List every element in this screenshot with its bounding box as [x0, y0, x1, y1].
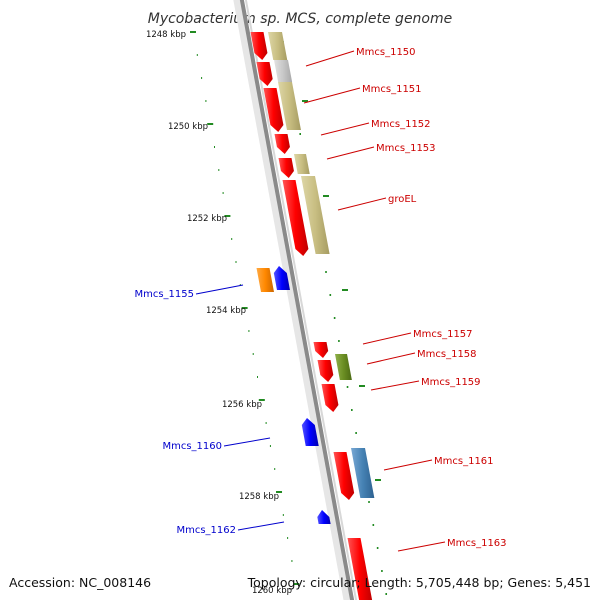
kbp-label-1250: 1250 kbp: [168, 122, 208, 132]
label-leader-line: [383, 459, 433, 471]
cds-forward: [263, 88, 284, 132]
cds-forward: [256, 62, 273, 86]
kbp-label-1252: 1252 kbp: [187, 214, 227, 224]
misc-feature: [278, 82, 301, 130]
cds-reverse: [301, 418, 319, 446]
gene-label-mmcs-1158[interactable]: Mmcs_1158: [417, 349, 477, 360]
cds-forward: [278, 158, 294, 178]
gene-label-mmcs-1151[interactable]: Mmcs_1151: [362, 84, 422, 95]
label-leader-line: [337, 197, 387, 211]
cds-forward: [347, 538, 373, 600]
gene-features: [250, 32, 375, 600]
label-leader-line: [362, 332, 412, 345]
genome-backbone: [233, 0, 358, 600]
accession-text: Accession: NC_008146: [9, 575, 151, 590]
misc-feature: [335, 354, 352, 380]
cds-forward: [333, 452, 355, 500]
cds-forward: [313, 342, 329, 358]
kbp-label-1254: 1254 kbp: [206, 306, 246, 316]
cds-forward: [282, 180, 309, 256]
gene-label-mmcs-1152[interactable]: Mmcs_1152: [371, 119, 431, 130]
gene-label-mmcs-1162[interactable]: Mmcs_1162: [176, 525, 236, 536]
label-leader-line: [366, 352, 416, 365]
label-leader-line: [237, 521, 285, 531]
cds-forward: [274, 134, 290, 154]
cds-reverse: [317, 510, 331, 524]
gene-label-mmcs-1155[interactable]: Mmcs_1155: [134, 289, 194, 300]
gene-label-mmcs-1153[interactable]: Mmcs_1153: [376, 143, 436, 154]
kbp-label-1248: 1248 kbp: [146, 30, 186, 40]
gene-label-groel[interactable]: groEL: [388, 194, 417, 205]
map-title: Mycobacterium sp. MCS, complete genome: [148, 11, 453, 27]
gene-label-mmcs-1150[interactable]: Mmcs_1150: [356, 47, 416, 58]
backbone-highlight: [244, 0, 358, 600]
gene-label-mmcs-1161[interactable]: Mmcs_1161: [434, 456, 494, 467]
misc-feature: [294, 154, 310, 174]
misc-feature: [351, 448, 375, 498]
kbp-label-1260: 1260 kbp: [252, 586, 292, 596]
label-leader-line: [223, 437, 271, 447]
backbone-shadow: [233, 0, 353, 600]
gene-label-mmcs-1157[interactable]: Mmcs_1157: [413, 329, 473, 340]
misc-feature: [301, 176, 330, 254]
label-leader-line: [370, 380, 420, 391]
gene-label-mmcs-1159[interactable]: Mmcs_1159: [421, 377, 481, 388]
backbone-line: [239, 0, 355, 600]
misc-feature: [268, 32, 288, 60]
cds-forward: [250, 32, 268, 60]
kbp-label-1258: 1258 kbp: [239, 492, 279, 502]
cds-reverse: [273, 266, 290, 290]
genome-summary-text: Topology: circular; Length: 5,705,448 bp…: [247, 575, 591, 590]
kbp-label-1256: 1256 kbp: [222, 400, 262, 410]
label-leader-line: [195, 284, 244, 295]
label-leader-line: [303, 87, 361, 104]
label-leaders: [195, 50, 446, 552]
misc-feature: [256, 268, 274, 292]
label-leader-line: [397, 541, 446, 552]
misc-feature: [274, 60, 293, 82]
gene-label-mmcs-1160[interactable]: Mmcs_1160: [162, 441, 222, 452]
label-leader-line: [305, 50, 355, 67]
gene-label-mmcs-1163[interactable]: Mmcs_1163: [447, 538, 507, 549]
label-leader-line: [320, 122, 370, 136]
label-leader-line: [326, 146, 375, 160]
cds-forward: [321, 384, 339, 412]
cds-forward: [317, 360, 334, 382]
